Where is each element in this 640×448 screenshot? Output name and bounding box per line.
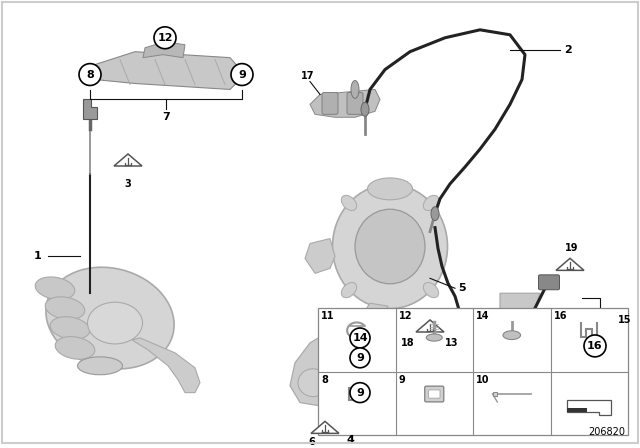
Ellipse shape [298, 369, 328, 396]
Text: 16: 16 [587, 341, 603, 351]
Ellipse shape [544, 325, 566, 341]
Text: 14: 14 [352, 333, 368, 343]
Ellipse shape [426, 334, 442, 341]
FancyBboxPatch shape [428, 390, 440, 398]
Text: 12: 12 [157, 33, 173, 43]
Circle shape [350, 348, 370, 368]
Text: 19: 19 [565, 244, 579, 254]
Text: 8: 8 [86, 69, 94, 80]
Circle shape [350, 383, 370, 403]
Text: 4: 4 [346, 435, 354, 445]
Polygon shape [310, 90, 380, 117]
Ellipse shape [424, 283, 438, 297]
Polygon shape [500, 293, 585, 353]
Text: 14: 14 [476, 311, 490, 321]
FancyBboxPatch shape [493, 392, 497, 396]
FancyBboxPatch shape [425, 386, 444, 402]
FancyBboxPatch shape [322, 92, 338, 114]
Circle shape [154, 27, 176, 49]
Polygon shape [114, 154, 142, 166]
Polygon shape [83, 99, 97, 119]
Ellipse shape [333, 185, 447, 309]
Text: 10: 10 [476, 375, 490, 385]
Text: 11: 11 [321, 311, 335, 321]
Circle shape [350, 328, 370, 348]
Ellipse shape [503, 331, 520, 340]
Ellipse shape [77, 357, 122, 375]
Ellipse shape [351, 81, 359, 99]
Text: 9: 9 [356, 353, 364, 363]
Polygon shape [567, 400, 611, 415]
Polygon shape [375, 333, 412, 366]
Ellipse shape [431, 207, 439, 221]
Polygon shape [355, 303, 388, 343]
Ellipse shape [341, 195, 356, 211]
Polygon shape [305, 238, 335, 273]
Text: 1: 1 [34, 251, 42, 262]
Circle shape [584, 335, 606, 357]
Ellipse shape [50, 317, 90, 339]
Ellipse shape [45, 297, 84, 319]
Text: 3: 3 [125, 179, 131, 189]
Text: 5: 5 [458, 283, 466, 293]
Text: 9: 9 [399, 375, 405, 385]
Text: 7: 7 [162, 112, 170, 122]
Text: 12: 12 [399, 311, 412, 321]
FancyBboxPatch shape [567, 408, 588, 412]
Text: 9: 9 [356, 388, 364, 398]
Ellipse shape [55, 336, 95, 359]
Polygon shape [95, 52, 245, 90]
FancyBboxPatch shape [436, 313, 454, 327]
Polygon shape [143, 42, 185, 58]
Text: 8: 8 [321, 375, 328, 385]
Ellipse shape [46, 267, 174, 369]
Text: 9: 9 [238, 69, 246, 80]
Text: 206820: 206820 [588, 427, 625, 437]
Polygon shape [311, 421, 339, 433]
Text: 17: 17 [301, 70, 315, 81]
Ellipse shape [88, 302, 143, 344]
Circle shape [231, 64, 253, 86]
Circle shape [565, 333, 575, 343]
Polygon shape [375, 366, 402, 397]
Ellipse shape [424, 195, 438, 211]
Polygon shape [556, 258, 584, 270]
Ellipse shape [35, 277, 75, 300]
Ellipse shape [341, 283, 356, 297]
FancyBboxPatch shape [347, 92, 363, 114]
Ellipse shape [355, 209, 425, 284]
Polygon shape [416, 320, 444, 332]
Polygon shape [132, 338, 200, 392]
Ellipse shape [367, 178, 413, 200]
FancyBboxPatch shape [538, 275, 559, 290]
Text: 16: 16 [554, 311, 567, 321]
FancyBboxPatch shape [318, 308, 628, 435]
Polygon shape [290, 328, 345, 405]
Ellipse shape [346, 413, 353, 426]
Text: 2: 2 [564, 45, 572, 55]
Text: 18: 18 [401, 338, 415, 348]
Ellipse shape [361, 103, 369, 116]
Text: 15: 15 [618, 315, 632, 325]
Text: 6: 6 [308, 437, 315, 448]
Circle shape [79, 64, 101, 86]
Text: 13: 13 [445, 338, 458, 348]
